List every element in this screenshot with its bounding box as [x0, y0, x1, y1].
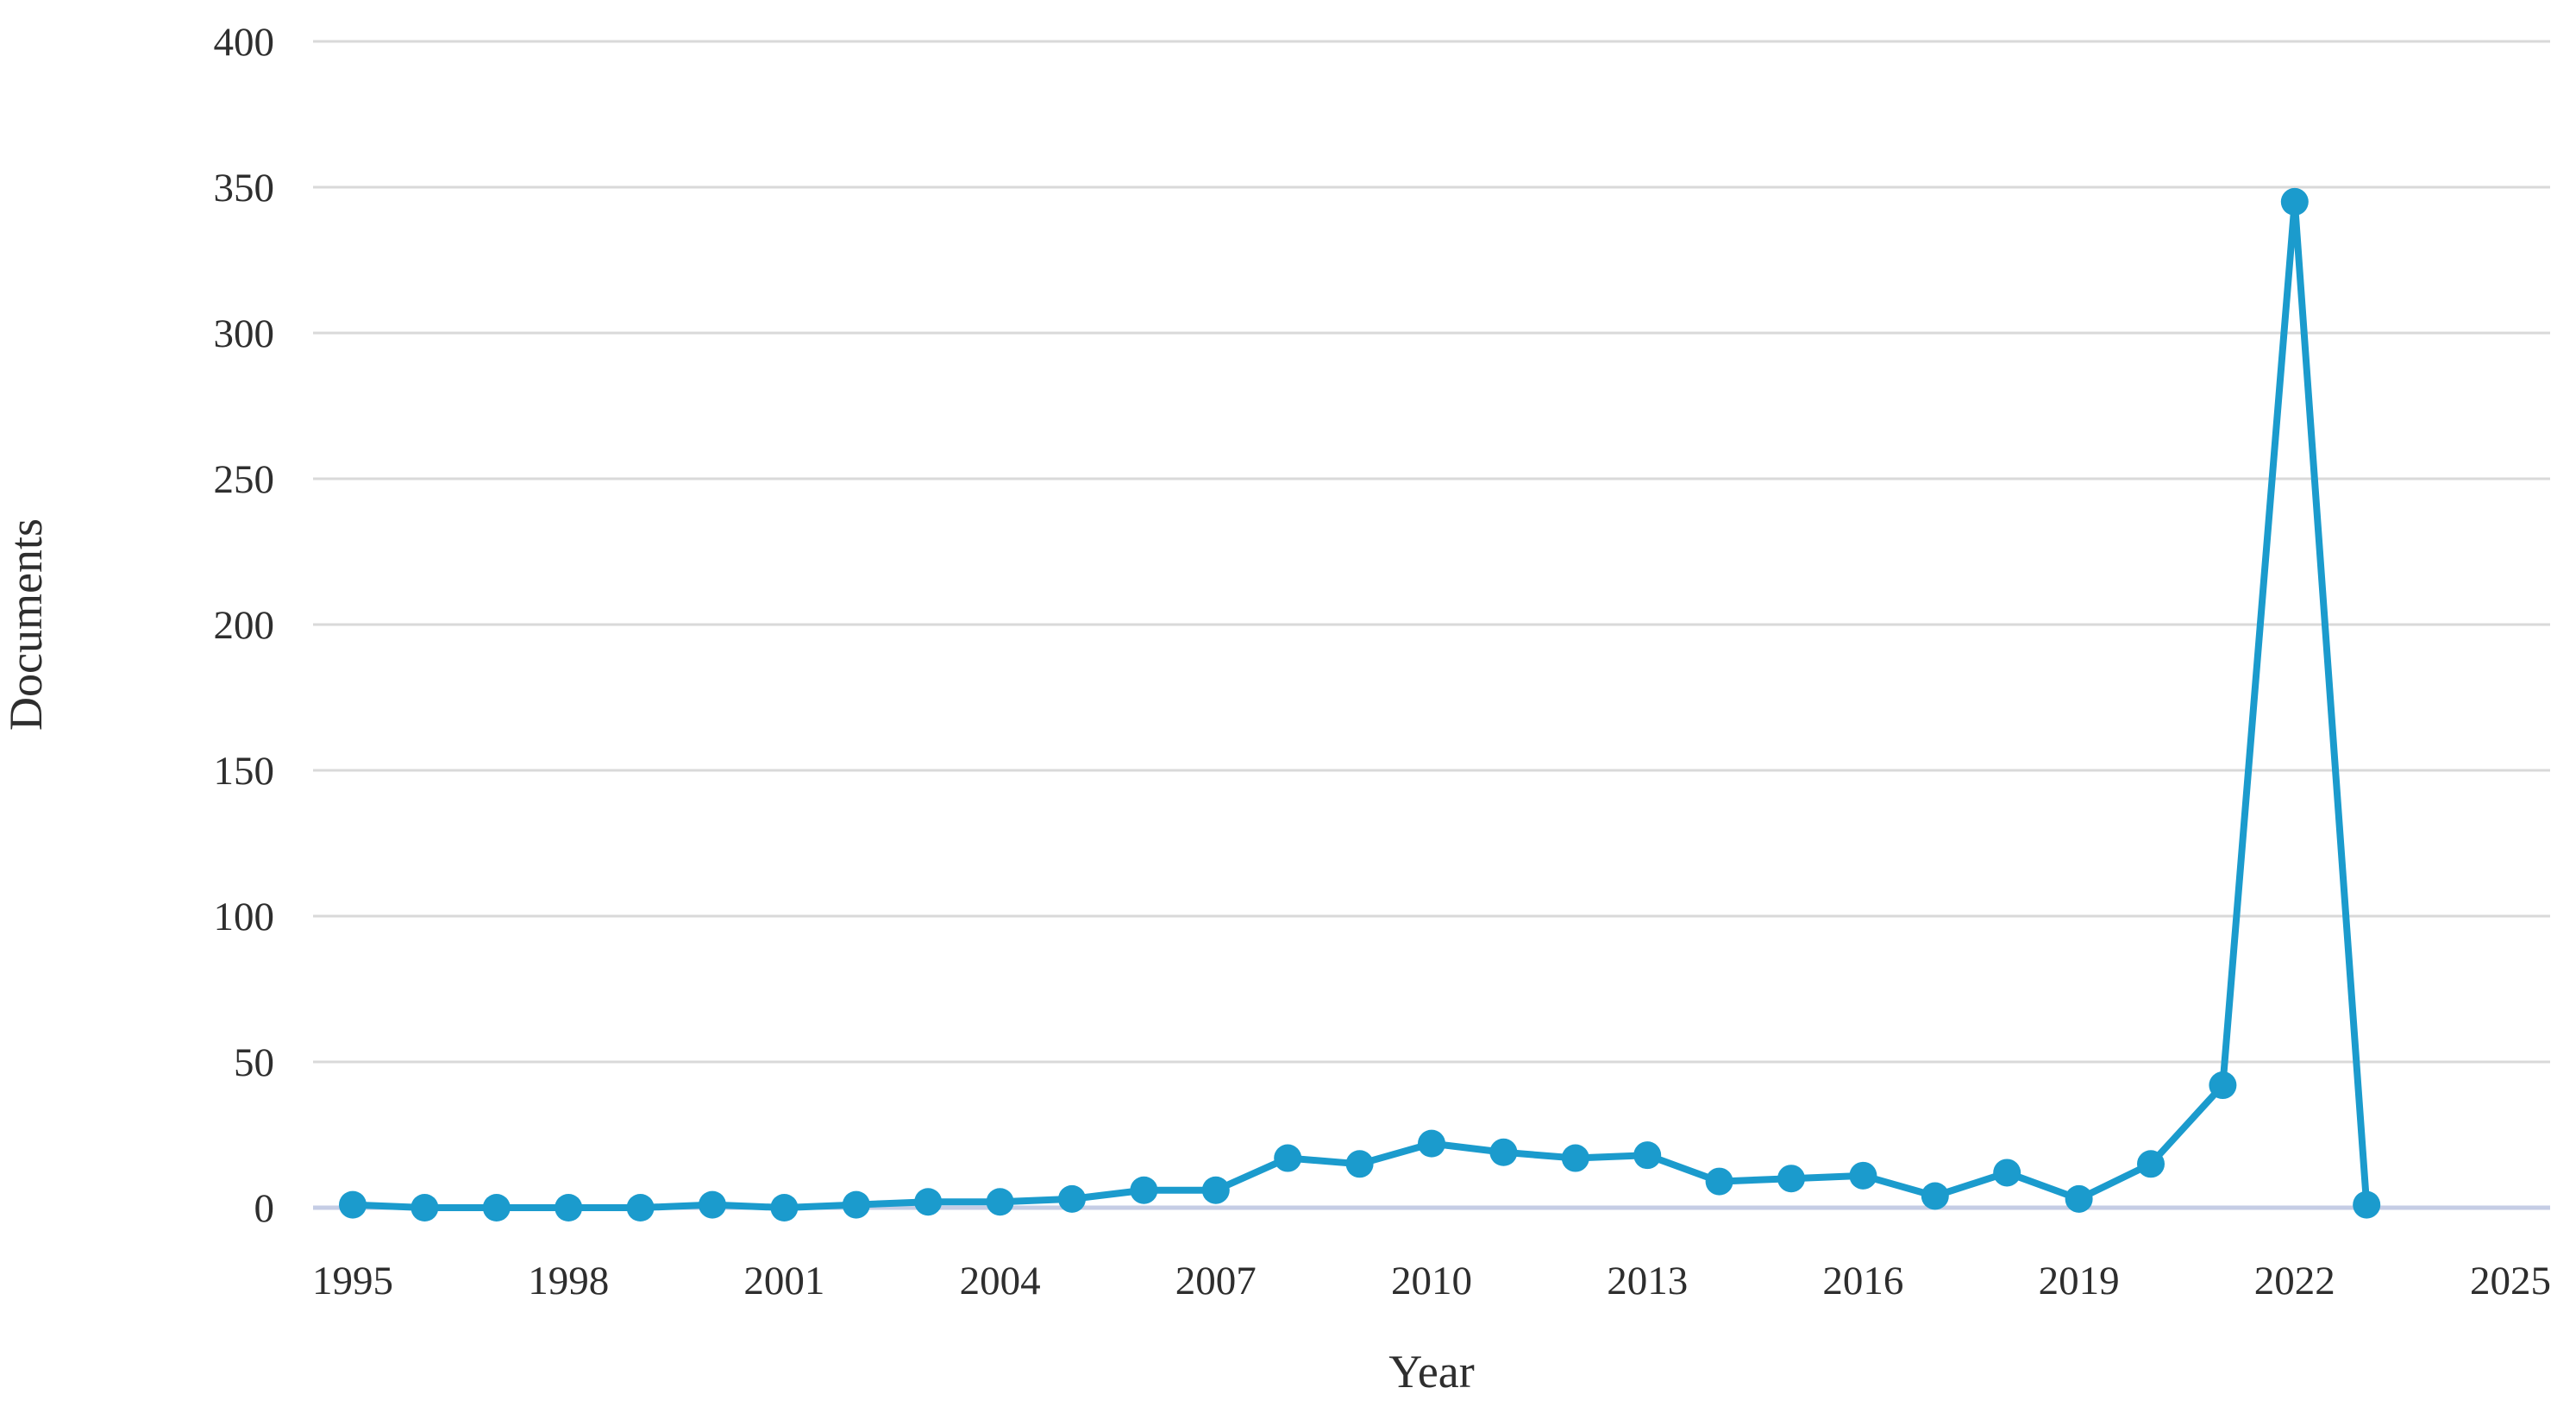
grid-layer: [313, 40, 2550, 1210]
data-point-2015: [1777, 1165, 1805, 1193]
data-point-2019: [2065, 1184, 2093, 1213]
series-line-documents: [349, 198, 2371, 1211]
y-tick-label-350: 350: [214, 166, 275, 210]
data-point-2005: [1058, 1184, 1086, 1213]
data-point-2023: [2353, 1190, 2381, 1219]
data-point-2016: [1849, 1161, 1877, 1190]
x-tick-label-1995: 1995: [312, 1259, 393, 1303]
x-tick-label-2004: 2004: [960, 1259, 1041, 1303]
x-tick-label-2010: 2010: [1391, 1259, 1472, 1303]
data-point-2022: [2280, 187, 2309, 216]
data-point-2001: [770, 1194, 799, 1221]
x-tick-label-2001: 2001: [743, 1259, 824, 1303]
data-point-2012: [1561, 1144, 1589, 1172]
data-point-1996: [411, 1194, 439, 1221]
y-tick-label-250: 250: [214, 457, 275, 502]
data-point-2011: [1489, 1138, 1518, 1166]
y-tick-label-0: 0: [254, 1186, 275, 1231]
y-tick-label-100: 100: [214, 895, 275, 939]
x-tick-label-2025: 2025: [2470, 1259, 2551, 1303]
data-point-2003: [914, 1188, 943, 1216]
data-point-1995: [339, 1190, 367, 1219]
data-point-2007: [1201, 1176, 1230, 1204]
data-point-1998: [555, 1194, 583, 1221]
x-tick-label-2013: 2013: [1607, 1259, 1688, 1303]
y-tick-label-50: 50: [234, 1040, 274, 1085]
data-point-1999: [626, 1194, 655, 1221]
x-tick-label-2016: 2016: [1822, 1259, 1903, 1303]
series-layer: [339, 187, 2381, 1221]
data-point-2017: [1921, 1182, 1949, 1210]
y-tick-label-200: 200: [214, 603, 275, 648]
data-point-2008: [1274, 1144, 1302, 1172]
x-axis-title: Year: [1388, 1346, 1475, 1397]
x-tick-label-2022: 2022: [2254, 1259, 2335, 1303]
data-point-2018: [1993, 1159, 2021, 1187]
data-point-2002: [842, 1190, 870, 1219]
y-tick-label-400: 400: [214, 20, 275, 65]
y-tick-label-300: 300: [214, 311, 275, 356]
data-point-2013: [1633, 1141, 1662, 1170]
data-point-2014: [1705, 1167, 1733, 1196]
tick-layer: 0 50 100 150 200 250 300 350 400 1995 1998 2001 2004…: [214, 20, 2552, 1303]
data-point-2021: [2209, 1071, 2237, 1100]
data-point-2004: [986, 1188, 1014, 1216]
y-tick-label-150: 150: [214, 749, 275, 794]
data-point-1997: [482, 1194, 511, 1221]
data-point-2009: [1345, 1150, 1374, 1178]
data-point-2020: [2137, 1150, 2165, 1178]
data-point-2010: [1418, 1129, 1445, 1158]
data-point-2000: [699, 1190, 726, 1219]
y-axis-title: Documents: [0, 518, 52, 731]
x-tick-label-2019: 2019: [2039, 1259, 2120, 1303]
x-tick-label-1998: 1998: [528, 1259, 609, 1303]
x-tick-label-2007: 2007: [1175, 1259, 1257, 1303]
data-point-2006: [1130, 1176, 1158, 1204]
